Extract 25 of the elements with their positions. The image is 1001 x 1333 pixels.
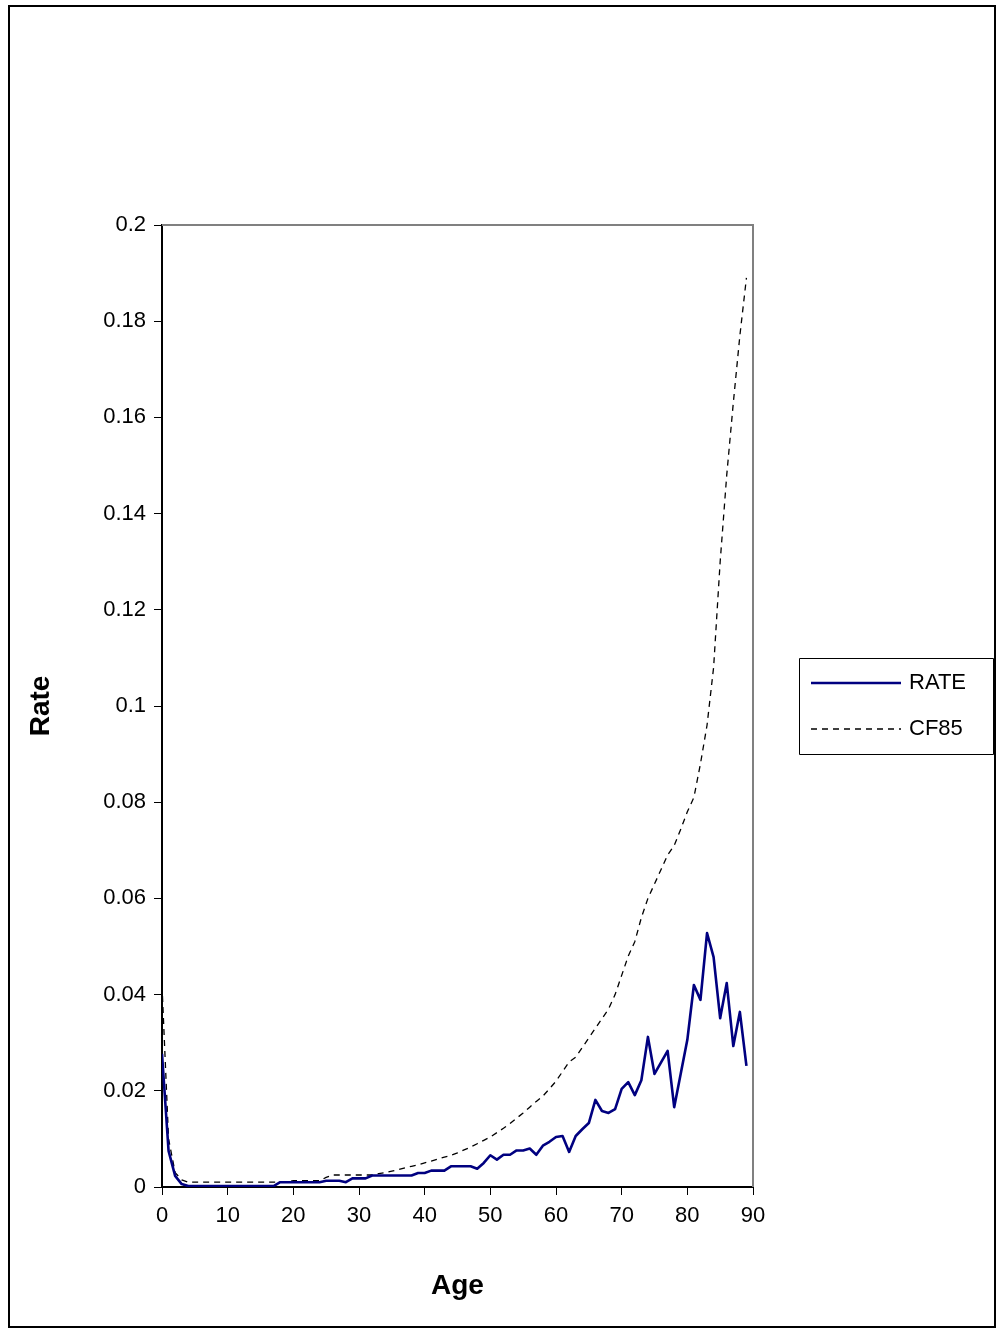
x-tick-label: 0 (155, 1202, 169, 1228)
y-tick-label: 0.18 (103, 307, 146, 333)
x-axis-title: Age (431, 1268, 484, 1300)
y-tick-label: 0.04 (103, 980, 146, 1006)
x-tick-label: 20 (281, 1202, 306, 1228)
y-tick-label: 0.06 (103, 884, 146, 910)
x-tick-label: 80 (675, 1202, 700, 1228)
x-tick-label: 50 (478, 1202, 503, 1228)
y-tick-label: 0.08 (103, 788, 146, 814)
x-tick-label: 90 (740, 1202, 766, 1228)
x-tick-label: 30 (346, 1202, 372, 1228)
y-tick-label: 0.14 (103, 499, 146, 525)
y-tick-label: 0 (133, 1173, 146, 1199)
y-tick-label: 0.16 (103, 403, 146, 429)
legend-label: RATE (909, 669, 967, 695)
x-tick-label: 60 (543, 1202, 569, 1228)
x-tick-label: 10 (215, 1202, 240, 1228)
y-tick-label: 0.02 (103, 1076, 146, 1102)
x-tick-label: 70 (609, 1202, 634, 1228)
legend-label: CF85 (909, 715, 963, 741)
y-tick-label: 0.2 (115, 211, 146, 237)
y-tick-label: 0.12 (103, 595, 146, 621)
y-axis-title: Rate (23, 675, 55, 737)
y-tick-label: 0.1 (115, 692, 146, 718)
x-tick-label: 40 (412, 1202, 437, 1228)
